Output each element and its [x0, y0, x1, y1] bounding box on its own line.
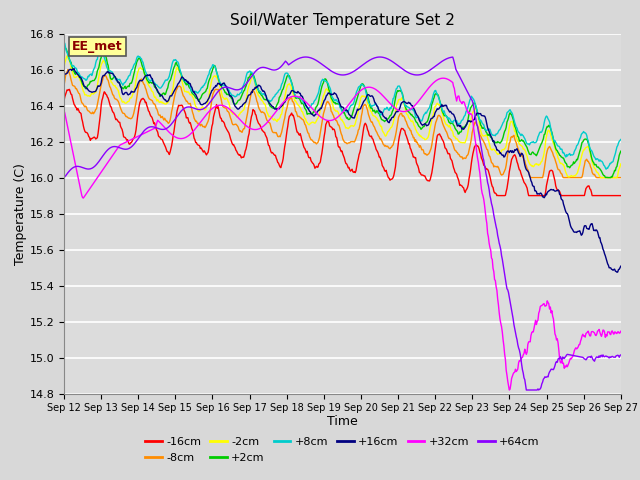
+8cm: [410, 108, 418, 114]
-16cm: [214, 104, 222, 109]
Line: +64cm: +64cm: [64, 57, 621, 390]
+64cm: [617, 352, 625, 358]
+8cm: [426, 102, 434, 108]
+32cm: [127, 137, 135, 143]
+32cm: [70, 155, 78, 161]
+2cm: [604, 175, 611, 180]
Title: Soil/Water Temperature Set 2: Soil/Water Temperature Set 2: [230, 13, 455, 28]
+16cm: [428, 116, 435, 121]
Line: -16cm: -16cm: [64, 89, 621, 195]
-8cm: [527, 175, 535, 180]
+64cm: [127, 144, 135, 150]
Line: +2cm: +2cm: [64, 48, 621, 178]
+64cm: [428, 66, 435, 72]
-2cm: [411, 124, 419, 130]
-2cm: [60, 65, 68, 71]
Y-axis label: Temperature (C): Temperature (C): [13, 163, 27, 264]
+64cm: [214, 89, 221, 95]
-8cm: [185, 101, 193, 107]
-2cm: [71, 74, 79, 80]
+32cm: [426, 83, 434, 89]
-16cm: [428, 173, 435, 179]
+64cm: [522, 387, 530, 393]
+2cm: [185, 83, 193, 89]
+8cm: [214, 71, 221, 77]
+16cm: [60, 72, 68, 77]
+8cm: [617, 137, 625, 143]
Line: -8cm: -8cm: [64, 70, 621, 178]
+16cm: [214, 80, 222, 86]
+2cm: [411, 116, 419, 122]
+16cm: [185, 81, 193, 86]
Text: EE_met: EE_met: [72, 40, 123, 53]
-2cm: [597, 175, 605, 180]
-16cm: [411, 155, 419, 161]
+8cm: [70, 63, 78, 69]
+32cm: [214, 103, 221, 108]
-16cm: [185, 119, 193, 124]
-8cm: [617, 175, 625, 180]
+8cm: [60, 40, 68, 46]
+2cm: [617, 148, 625, 154]
+32cm: [184, 133, 192, 139]
Line: -2cm: -2cm: [64, 56, 621, 178]
+64cm: [70, 164, 78, 170]
+2cm: [128, 78, 136, 84]
-8cm: [411, 138, 419, 144]
-16cm: [71, 103, 79, 108]
Legend: -16cm, -8cm, -2cm, +2cm, +8cm, +16cm, +32cm, +64cm: -16cm, -8cm, -2cm, +2cm, +8cm, +16cm, +3…: [141, 433, 544, 467]
-2cm: [617, 161, 625, 167]
Line: +32cm: +32cm: [64, 78, 621, 390]
-8cm: [428, 145, 435, 151]
+16cm: [70, 66, 78, 72]
-8cm: [60, 83, 68, 89]
-8cm: [128, 115, 136, 120]
-16cm: [617, 192, 625, 198]
+64cm: [184, 104, 192, 110]
+32cm: [410, 103, 418, 109]
Line: +8cm: +8cm: [64, 43, 621, 169]
+32cm: [60, 108, 68, 113]
+16cm: [617, 264, 625, 269]
+32cm: [440, 75, 447, 81]
+8cm: [127, 67, 135, 73]
-16cm: [493, 192, 500, 198]
-8cm: [64, 67, 72, 72]
-16cm: [128, 138, 136, 144]
+2cm: [60, 46, 68, 52]
+64cm: [411, 72, 419, 78]
Line: +16cm: +16cm: [64, 69, 621, 272]
-2cm: [185, 89, 193, 95]
X-axis label: Time: Time: [327, 415, 358, 428]
+16cm: [128, 89, 136, 95]
+16cm: [71, 68, 79, 73]
+8cm: [602, 167, 610, 172]
-2cm: [428, 121, 435, 127]
-16cm: [65, 86, 73, 92]
+64cm: [302, 54, 310, 60]
+16cm: [411, 108, 419, 113]
-2cm: [214, 77, 222, 83]
-8cm: [214, 86, 222, 92]
+32cm: [506, 387, 513, 393]
+64cm: [60, 174, 68, 180]
-2cm: [63, 53, 71, 59]
+2cm: [214, 74, 222, 80]
-8cm: [71, 84, 79, 89]
+2cm: [428, 106, 435, 111]
+8cm: [184, 80, 192, 86]
+2cm: [71, 71, 79, 76]
+32cm: [617, 328, 625, 334]
+16cm: [613, 269, 621, 275]
-16cm: [60, 98, 68, 104]
-2cm: [128, 93, 136, 99]
+2cm: [61, 45, 69, 51]
